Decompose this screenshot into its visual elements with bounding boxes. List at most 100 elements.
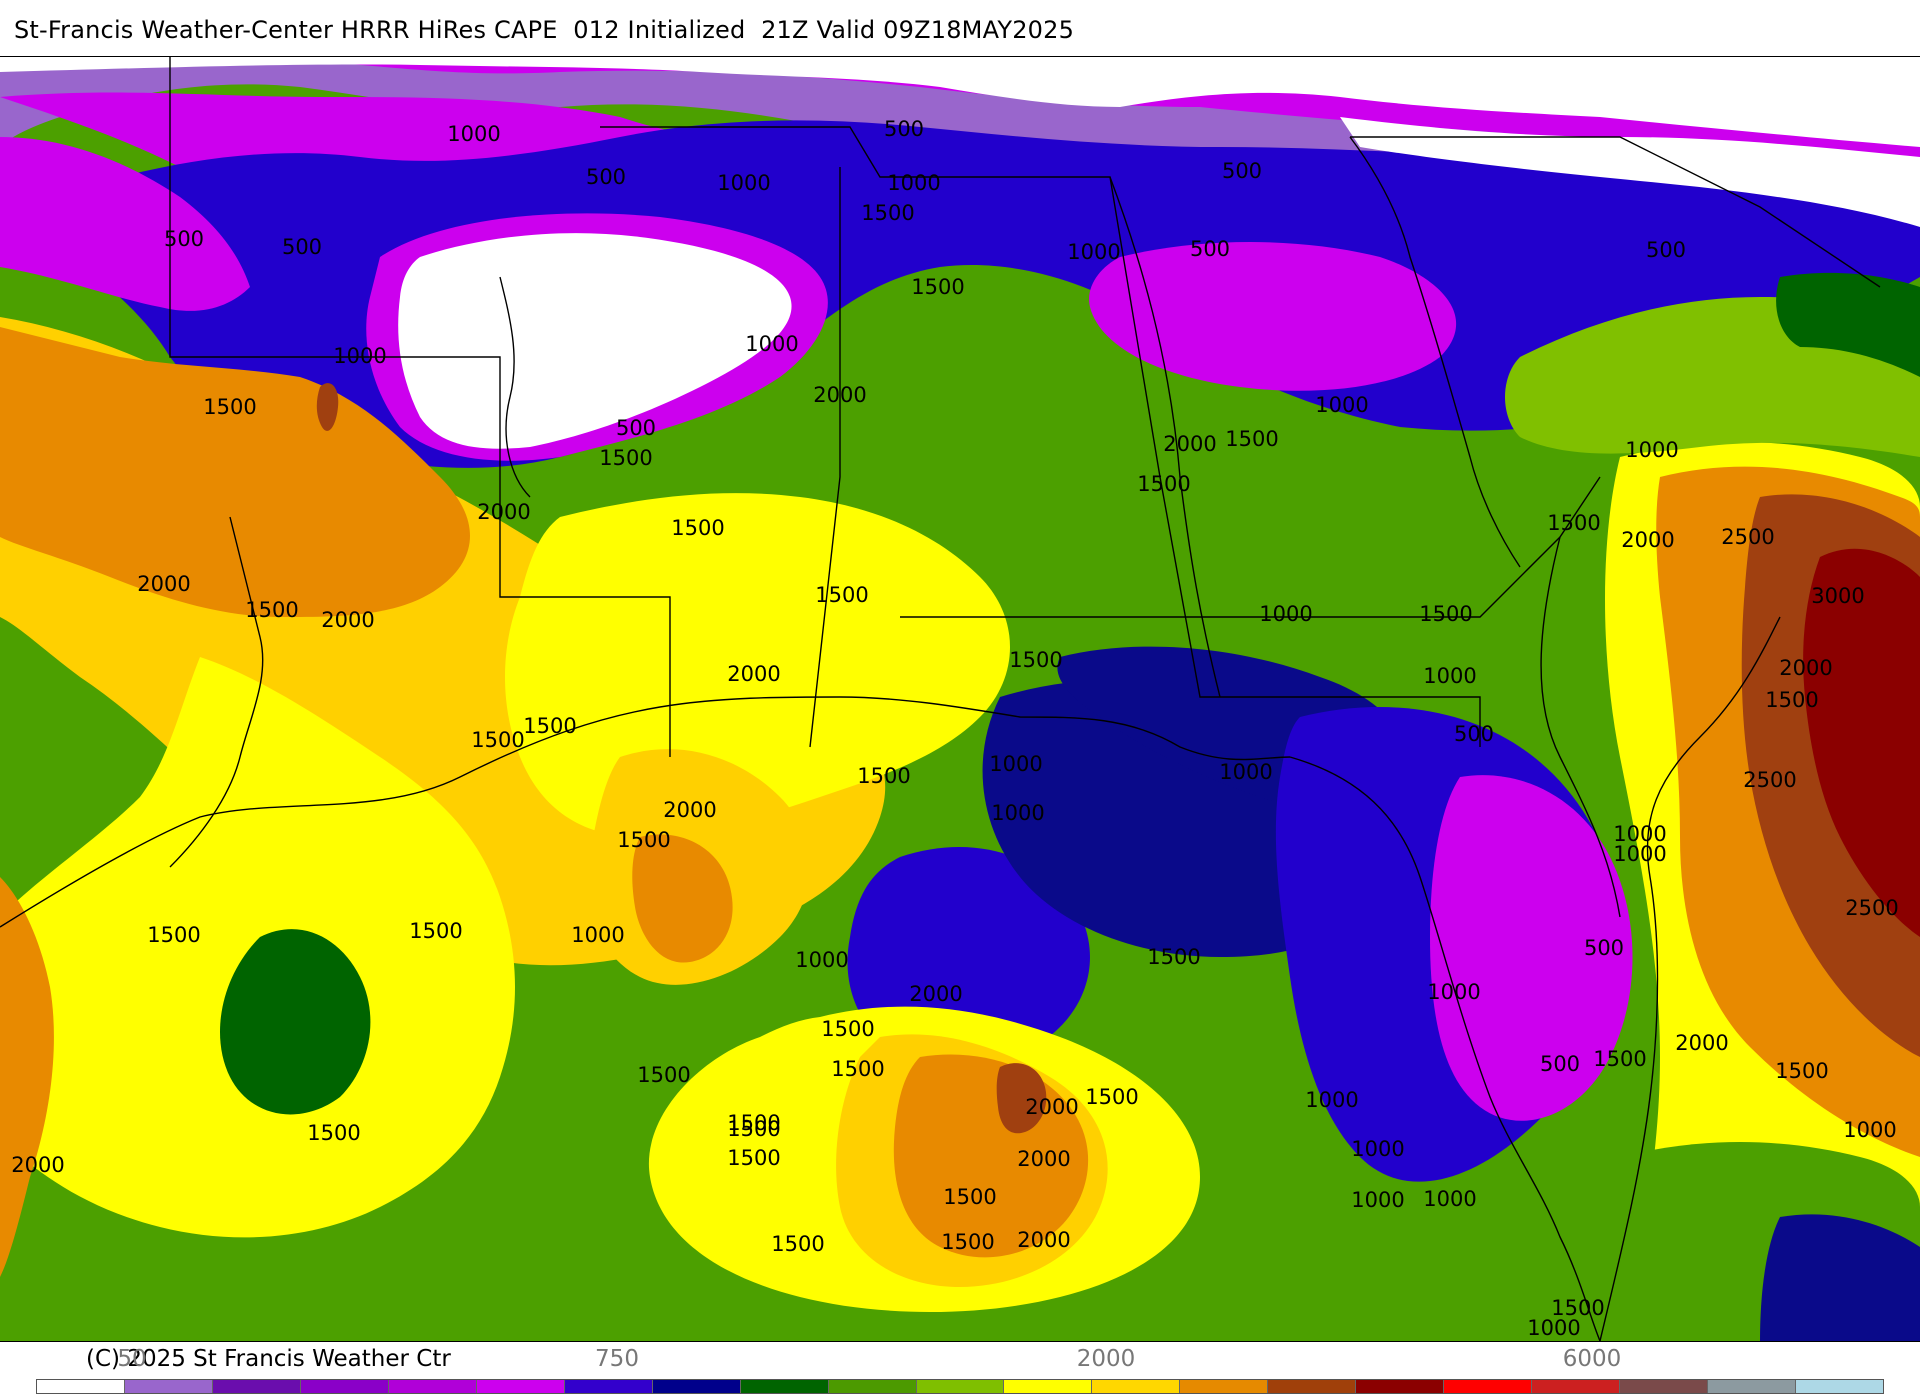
boundary-line: [1109, 176, 1221, 698]
cape-region-white-north: [0, 57, 1920, 147]
footer: (C) 2025 St Francis Weather Ctr 50 750 2…: [0, 1342, 1920, 1400]
contour-label: 1000: [1427, 980, 1480, 1004]
cape-region-white-northeast: [1340, 117, 1920, 227]
cape-map-svg: 1000 500 500 1000 500 1000 1500 500 1000…: [0, 57, 1920, 1341]
contour-label: 2000: [1675, 1031, 1728, 1055]
contour-label: 1500: [617, 828, 670, 852]
contour-label: 1500: [409, 919, 462, 943]
contour-label: 1500: [1085, 1085, 1138, 1109]
cape-region-magenta-southeast: [1430, 775, 1633, 1121]
legend-swatch: [300, 1380, 389, 1393]
contour-label: 1000: [1423, 664, 1476, 688]
cape-region-orange-central: [632, 834, 733, 963]
contour-label: 1500: [147, 923, 200, 947]
legend-swatch: [476, 1380, 565, 1393]
contour-label: 2000: [477, 500, 530, 524]
contour-label: 1500: [1593, 1047, 1646, 1071]
contour-label: 1000: [1423, 1187, 1476, 1211]
contour-label: 500: [164, 227, 204, 251]
contour-label: 1000: [1527, 1316, 1580, 1340]
contour-label: 1500: [1551, 1296, 1604, 1320]
contour-label: 2000: [813, 383, 866, 407]
contour-label: 1500: [1765, 688, 1818, 712]
contour-label: 500: [1646, 238, 1686, 262]
boundary-line: [1349, 136, 1521, 568]
contour-label: 1500: [727, 1146, 780, 1170]
cape-region-green-texas: [220, 929, 371, 1115]
contour-label: 1000: [1613, 822, 1666, 846]
coastline: [1289, 756, 1601, 1341]
legend-swatch: [1004, 1380, 1093, 1393]
legend-tick-label: 750: [595, 1346, 639, 1372]
contour-label: 1500: [1419, 602, 1472, 626]
cape-region-white-pocket: [398, 233, 792, 449]
contour-label: 2000: [1621, 528, 1674, 552]
boundary-line: [1540, 536, 1621, 918]
contour-label: 1000: [745, 332, 798, 356]
legend-swatch: [916, 1380, 1005, 1393]
contour-label: 1500: [831, 1057, 884, 1081]
cape-map: 1000 500 500 1000 500 1000 1500 500 1000…: [0, 56, 1920, 1342]
contour-label: 3000: [1811, 584, 1864, 608]
contour-label: 500: [884, 117, 924, 141]
contour-label: 500: [1584, 936, 1624, 960]
cape-region-yellow-central: [505, 493, 1010, 837]
contour-label: 1000: [1843, 1118, 1896, 1142]
legend-swatch: [124, 1380, 213, 1393]
contour-label: 2000: [909, 982, 962, 1006]
contour-label: 1000: [333, 344, 386, 368]
boundary-line: [499, 276, 531, 498]
contour-label: 500: [282, 235, 322, 259]
contour-label: 1500: [307, 1121, 360, 1145]
legend-swatch: [564, 1380, 653, 1393]
legend-swatch: [212, 1380, 301, 1393]
contour-label: 1500: [857, 764, 910, 788]
contour-label: 1000: [1315, 393, 1368, 417]
contour-label: 500: [586, 165, 626, 189]
contour-label: 1000: [571, 923, 624, 947]
contour-label: 500: [1190, 237, 1230, 261]
contour-label: 1000: [717, 171, 770, 195]
legend-tick-label: 6000: [1562, 1346, 1622, 1372]
legend-swatch: [1620, 1380, 1709, 1393]
cape-region-greendark-east: [1776, 272, 1920, 377]
contour-label: 2000: [321, 608, 374, 632]
color-legend: [36, 1379, 1884, 1394]
contour-label: 2500: [1721, 525, 1774, 549]
cape-region-darkred-atlantic: [1803, 548, 1920, 937]
contour-label: 2000: [1017, 1228, 1070, 1252]
contour-label: 1500: [1147, 945, 1200, 969]
contour-label: 1500: [671, 516, 724, 540]
contour-label: 1500: [523, 714, 576, 738]
contour-label: 1000: [989, 752, 1042, 776]
contour-label: 1500: [943, 1185, 996, 1209]
legend-swatch: [1444, 1380, 1533, 1393]
contour-label: 1000: [795, 948, 848, 972]
contour-label: 500: [616, 416, 656, 440]
contour-label: 1000: [1351, 1137, 1404, 1161]
cape-region-rust-gulf: [996, 1063, 1047, 1134]
legend-tick-label: 2000: [1076, 1346, 1136, 1372]
contour-label: 2000: [1017, 1147, 1070, 1171]
boundary-line: [900, 476, 1601, 618]
contour-label: 1500: [861, 201, 914, 225]
cape-region-rust-west: [316, 383, 339, 431]
contour-label: 1000: [1625, 438, 1678, 462]
state-boundaries: [0, 57, 1881, 1341]
contour-label: 2000: [1779, 656, 1832, 680]
contour-label: 1500: [911, 275, 964, 299]
contour-label: 1000: [447, 122, 500, 146]
contour-label: 1500: [727, 1117, 780, 1141]
contour-label: 500: [1540, 1052, 1580, 1076]
contour-label: 1500: [1009, 648, 1062, 672]
contour-label: 2000: [1025, 1095, 1078, 1119]
contour-label: 1500: [203, 395, 256, 419]
contour-label: 500: [1454, 722, 1494, 746]
legend-swatch: [652, 1380, 741, 1393]
contour-label: 1000: [1067, 240, 1120, 264]
cape-region-navy-atlantic-south: [1760, 1214, 1920, 1341]
contour-label: 1500: [727, 1111, 780, 1135]
map-title: St-Francis Weather-Center HRRR HiRes CAP…: [14, 16, 1075, 44]
contour-label: 2000: [727, 662, 780, 686]
contour-label: 1500: [821, 1017, 874, 1041]
